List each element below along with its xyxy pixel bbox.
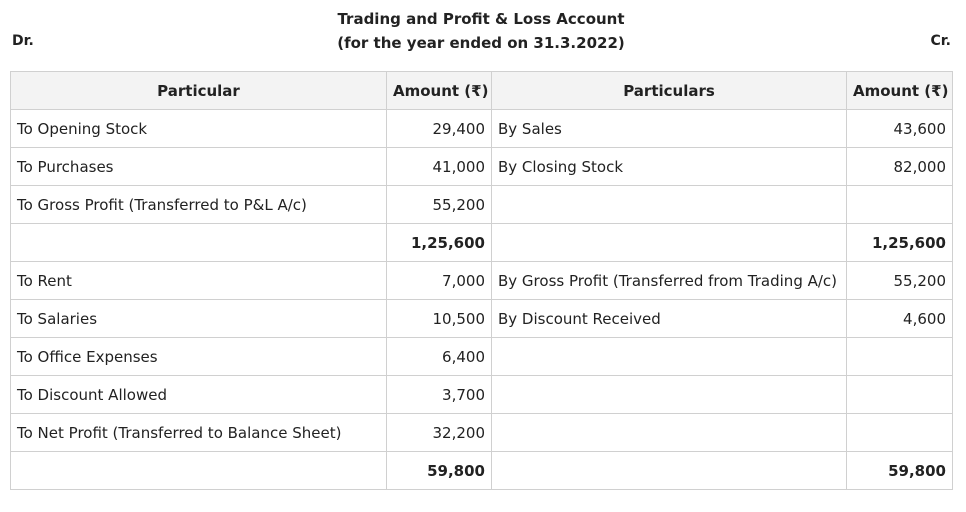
debit-amount: 41,000: [386, 147, 492, 186]
debit-amount: 6,400: [386, 337, 492, 376]
credit-particular: [491, 413, 847, 452]
credit-amount: [846, 337, 953, 376]
debit-particular: To Net Profit (Transferred to Balance Sh…: [10, 413, 387, 452]
trading-total-row: 1,25,600 1,25,600: [10, 223, 953, 262]
credit-particular: [491, 185, 847, 224]
table-row: To Opening Stock 29,400 By Sales 43,600: [10, 109, 953, 148]
credit-label: Cr.: [930, 33, 951, 49]
credit-amount: 4,600: [846, 299, 953, 338]
empty-cell: [10, 223, 387, 262]
trading-credit-total: 1,25,600: [846, 223, 953, 262]
credit-particular: [491, 337, 847, 376]
credit-amount: 82,000: [846, 147, 953, 186]
credit-particular: By Sales: [491, 109, 847, 148]
empty-cell: [10, 451, 387, 490]
profit-loss-credit-total: 59,800: [846, 451, 953, 490]
table-row: To Gross Profit (Transferred to P&L A/c)…: [10, 185, 953, 224]
credit-amount: [846, 375, 953, 414]
debit-amount: 3,700: [386, 375, 492, 414]
debit-particular: To Gross Profit (Transferred to P&L A/c): [10, 185, 387, 224]
debit-amount: 7,000: [386, 261, 492, 300]
table-row: To Net Profit (Transferred to Balance Sh…: [10, 413, 953, 452]
debit-particular: To Rent: [10, 261, 387, 300]
table-row: To Office Expenses 6,400: [10, 337, 953, 376]
credit-amount: [846, 413, 953, 452]
credit-particular: [491, 375, 847, 414]
table-row: To Discount Allowed 3,700: [10, 375, 953, 414]
credit-amount: 43,600: [846, 109, 953, 148]
profit-loss-debit-total: 59,800: [386, 451, 492, 490]
debit-particular: To Discount Allowed: [10, 375, 387, 414]
credit-particular: By Discount Received: [491, 299, 847, 338]
empty-cell: [491, 451, 847, 490]
credit-particular: By Closing Stock: [491, 147, 847, 186]
debit-amount: 29,400: [386, 109, 492, 148]
debit-amount-header: Amount (₹): [386, 71, 492, 110]
credit-particular-header: Particulars: [491, 71, 847, 110]
debit-particular-header: Particular: [10, 71, 387, 110]
debit-amount: 32,200: [386, 413, 492, 452]
table-row: To Salaries 10,500 By Discount Received …: [10, 299, 953, 338]
debit-amount: 10,500: [386, 299, 492, 338]
credit-amount: 55,200: [846, 261, 953, 300]
table-row: To Purchases 41,000 By Closing Stock 82,…: [10, 147, 953, 186]
debit-particular: To Purchases: [10, 147, 387, 186]
debit-particular: To Salaries: [10, 299, 387, 338]
debit-particular: To Opening Stock: [10, 109, 387, 148]
header-row: Particular Amount (₹) Particulars Amount…: [10, 71, 953, 110]
trading-debit-total: 1,25,600: [386, 223, 492, 262]
credit-amount-header: Amount (₹): [846, 71, 953, 110]
table-row: To Rent 7,000 By Gross Profit (Transferr…: [10, 261, 953, 300]
profit-loss-total-row: 59,800 59,800: [10, 451, 953, 490]
credit-particular: By Gross Profit (Transferred from Tradin…: [491, 261, 847, 300]
debit-label: Dr.: [12, 33, 34, 49]
credit-amount: [846, 185, 953, 224]
empty-cell: [491, 223, 847, 262]
debit-amount: 55,200: [386, 185, 492, 224]
account-title: Trading and Profit & Loss Account: [337, 10, 625, 28]
account-period: (for the year ended on 31.3.2022): [337, 34, 625, 52]
debit-particular: To Office Expenses: [10, 337, 387, 376]
trading-profit-loss-table: Particular Amount (₹) Particulars Amount…: [10, 71, 953, 490]
